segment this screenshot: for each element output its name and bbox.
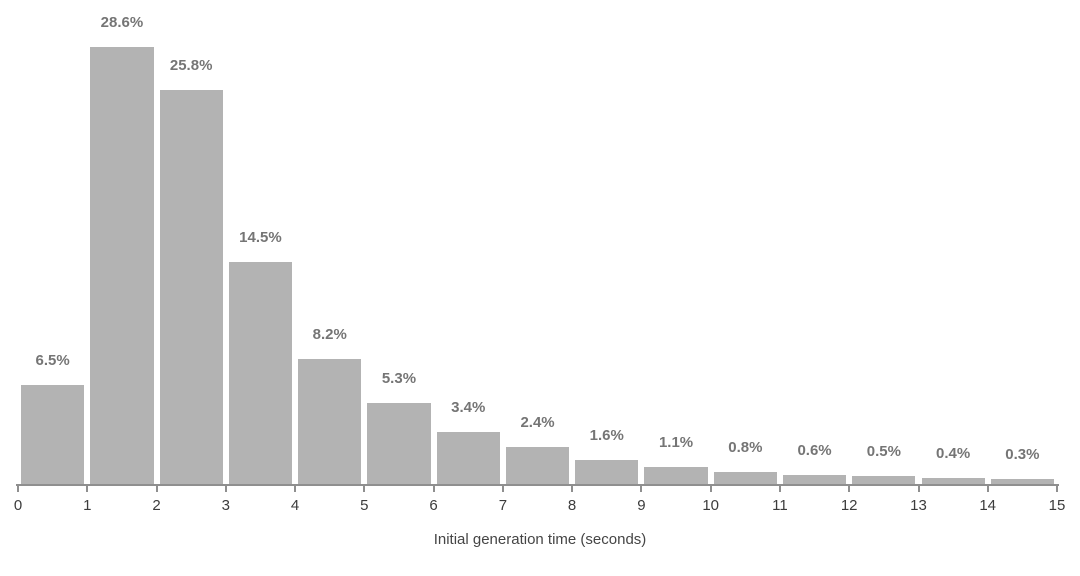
x-tick-label: 14 <box>979 497 997 514</box>
x-tick-mark <box>294 486 297 492</box>
bar-8-9[interactable] <box>575 460 639 484</box>
x-tick-label: 2 <box>152 497 161 514</box>
bar-value-label: 0.6% <box>797 442 832 459</box>
x-tick-label: 1 <box>83 497 92 514</box>
bar-14-15[interactable] <box>990 479 1054 484</box>
x-tick-label: 3 <box>221 497 230 514</box>
bar-value-label: 1.6% <box>589 427 624 444</box>
x-tick-mark <box>501 486 504 492</box>
x-tick-label: 5 <box>360 497 369 514</box>
bar-value-label: 0.3% <box>1005 446 1040 463</box>
x-tick-label: 15 <box>1048 497 1066 514</box>
x-tick-mark <box>917 486 920 492</box>
x-tick-label: 7 <box>498 497 508 514</box>
x-tick-mark <box>17 486 19 492</box>
bar-value-label: 14.5% <box>239 229 282 246</box>
bar-9-10[interactable] <box>644 467 708 484</box>
bar-11-12[interactable] <box>782 475 847 484</box>
bar-1-2[interactable] <box>90 47 154 484</box>
bar-value-label: 6.5% <box>35 352 70 369</box>
bar-2-3[interactable] <box>159 90 223 484</box>
x-tick-label: 0 <box>13 497 23 514</box>
bar-6-7[interactable] <box>436 432 500 484</box>
bar-13-14[interactable] <box>921 478 985 484</box>
x-tick-label: 6 <box>429 497 438 514</box>
x-tick-label: 13 <box>910 497 927 514</box>
x-tick-mark <box>86 486 89 492</box>
bar-0-1[interactable] <box>21 385 85 484</box>
bar-value-label: 0.8% <box>728 439 763 456</box>
bar-value-label: 2.4% <box>520 414 555 431</box>
bar-value-label: 1.1% <box>658 434 694 451</box>
x-tick-mark <box>1056 486 1058 492</box>
x-tick-mark <box>224 486 227 492</box>
x-axis-line <box>16 484 1059 486</box>
bar-value-label: 0.5% <box>866 443 901 460</box>
x-tick-mark <box>709 486 712 492</box>
x-tick-mark <box>848 486 851 492</box>
x-tick-mark <box>778 486 781 492</box>
bar-3-4[interactable] <box>228 262 293 484</box>
x-tick-mark <box>363 486 366 492</box>
bar-value-label: 0.4% <box>936 445 971 462</box>
bar-10-11[interactable] <box>713 472 777 484</box>
x-axis-title: Initial generation time (seconds) <box>433 531 647 548</box>
x-tick-label: 4 <box>290 497 300 514</box>
bar-5-6[interactable] <box>367 403 431 484</box>
bar-value-label: 25.8% <box>169 57 213 74</box>
bar-4-5[interactable] <box>298 359 362 484</box>
x-tick-mark <box>571 486 574 492</box>
bar-value-label: 8.2% <box>312 326 347 343</box>
x-tick-mark <box>640 486 643 492</box>
x-tick-mark <box>155 486 158 492</box>
x-tick-mark <box>432 486 435 492</box>
bar-12-13[interactable] <box>852 476 916 484</box>
bar-value-label: 3.4% <box>451 399 486 416</box>
x-tick-label: 11 <box>772 497 788 514</box>
x-tick-label: 12 <box>840 497 858 514</box>
x-tick-label: 8 <box>567 497 577 514</box>
x-tick-mark <box>986 486 989 492</box>
bar-7-8[interactable] <box>505 447 570 484</box>
x-tick-label: 9 <box>637 497 646 514</box>
x-tick-label: 10 <box>702 497 720 514</box>
bar-value-label: 28.6% <box>100 14 144 31</box>
bar-value-label: 5.3% <box>381 370 417 387</box>
